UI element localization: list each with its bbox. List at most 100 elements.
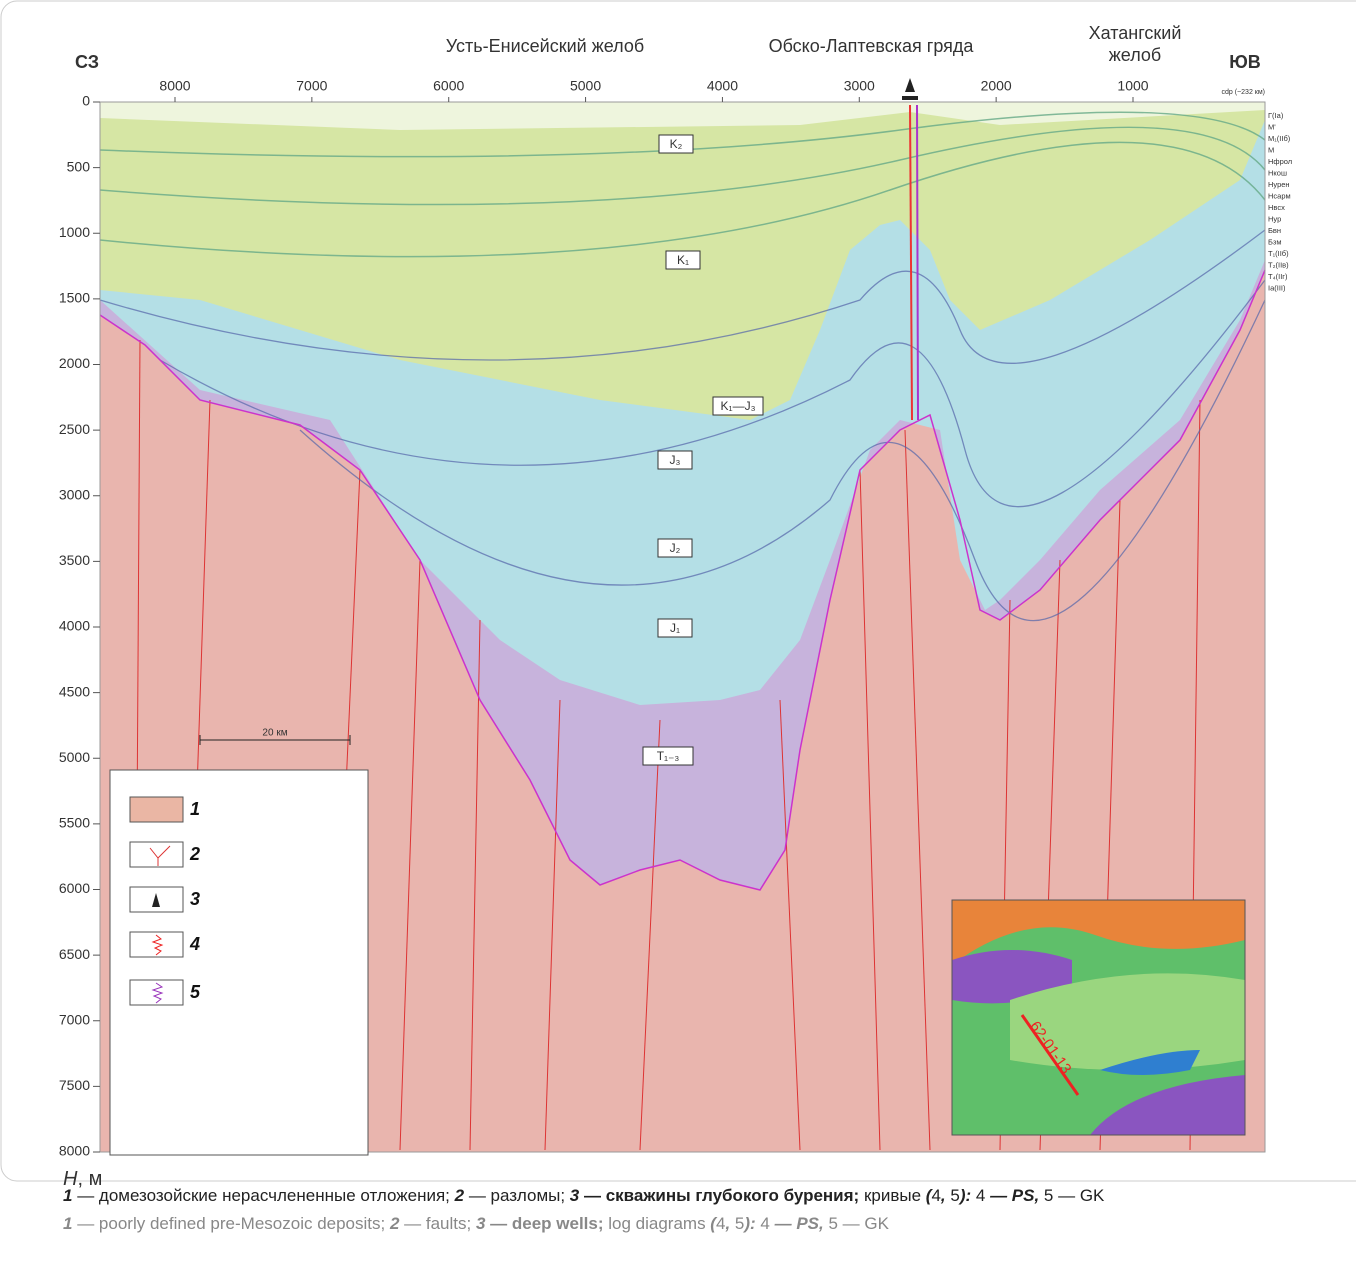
legend-number: 3: [190, 889, 200, 909]
caption-part: 4: [931, 1186, 941, 1205]
caption-part: 1: [63, 1186, 73, 1205]
caption-part: — GK: [837, 1214, 889, 1233]
layer-box: [712, 396, 764, 416]
legend-number: 2: [189, 844, 200, 864]
horizon-label: Бвн: [1268, 226, 1281, 235]
header-right: ЮВ: [1229, 52, 1261, 72]
caption-part: — разломы;: [464, 1186, 570, 1205]
y-tick-label: 2000: [59, 355, 90, 371]
y-axis-unit: , м: [77, 1168, 102, 1190]
horizon-label: Г(Ia): [1268, 111, 1284, 120]
caption-part: — домезозойские нерасчлененные отложения…: [72, 1186, 455, 1205]
horizon-label: Т₂(IIв): [1268, 260, 1289, 269]
x-tick-label: 2000: [981, 78, 1012, 94]
y-tick-label: 1500: [59, 290, 90, 306]
caption-part: — GK: [1053, 1186, 1105, 1205]
frame: [0, 0, 1356, 1182]
y-tick-label: 3500: [59, 552, 90, 568]
layer-label: K₁—J₃: [721, 399, 756, 413]
layer-label: K₁: [677, 253, 689, 267]
caption-part: кривые: [863, 1186, 922, 1205]
x-tick-label: 6000: [433, 78, 464, 94]
caption-ru: 1 — домезозойские нерасчлененные отложен…: [63, 1186, 1104, 1206]
horizon-label: Ia(III): [1268, 283, 1286, 292]
caption-part: (: [921, 1186, 932, 1205]
layer-box: [657, 538, 693, 558]
horizon-label: Т₄(IIг): [1268, 272, 1288, 281]
y-axis-label: H, м: [63, 1168, 102, 1190]
horizon-label: М: [1268, 145, 1274, 154]
layer-box: [657, 450, 693, 470]
y-axis-var: H: [63, 1168, 78, 1190]
cdp-note: cdp (~232 км): [1222, 89, 1265, 96]
y-tick-label: 500: [67, 158, 91, 174]
x-tick-label: 7000: [296, 78, 327, 94]
horizon-label: Нурен: [1268, 180, 1290, 189]
caption-part: — PS,: [769, 1214, 829, 1233]
layer-label: J₃: [670, 453, 681, 467]
horizon-label: Бзм: [1268, 237, 1282, 246]
y-tick-label: 4000: [59, 618, 90, 634]
horizon-label: М': [1268, 122, 1276, 131]
y-tick-label: 5500: [59, 815, 90, 831]
caption-part: 4: [715, 1214, 726, 1233]
caption-part: 2: [389, 1214, 400, 1233]
x-tick-label: 8000: [159, 78, 190, 94]
caption-part: 4: [760, 1214, 770, 1233]
caption-part: — deep wells;: [485, 1214, 609, 1233]
y-tick-label: 7500: [59, 1077, 90, 1093]
legend-number: 4: [189, 934, 200, 954]
caption-part: ,: [725, 1214, 735, 1233]
caption-part: 4: [975, 1186, 986, 1205]
legend-number: 5: [190, 982, 201, 1002]
region-label: Усть-Енисейский желоб: [446, 36, 644, 56]
y-tick-label: 0: [82, 93, 90, 109]
y-tick-label: 7000: [59, 1011, 90, 1027]
scale-bar-label: 20 км: [262, 728, 287, 739]
y-tick-label: 3000: [59, 486, 90, 502]
horizon-label: Нкош: [1268, 168, 1287, 177]
layer-label: J₁: [670, 621, 680, 635]
caption-part: 3: [569, 1186, 580, 1205]
header-left: СЗ: [75, 52, 99, 72]
caption-part: (: [705, 1214, 716, 1233]
caption-part: 5: [950, 1186, 960, 1205]
caption-part: 2: [454, 1186, 465, 1205]
layer-box: [657, 618, 693, 638]
caption-part: log diagrams: [608, 1214, 706, 1233]
layer-label: J₂: [670, 541, 681, 555]
y-tick-label: 6500: [59, 946, 90, 962]
layer-box: [642, 746, 694, 766]
caption-part: ):: [744, 1214, 761, 1233]
horizon-label: Нсарм: [1268, 191, 1291, 200]
caption-part: 5: [1043, 1186, 1054, 1205]
caption-part: — скважины глубокого бурения;: [579, 1186, 864, 1205]
caption-part: 1: [63, 1214, 73, 1233]
horizon-label: Нур: [1268, 214, 1281, 223]
region-label: Хатангский желоб: [1088, 23, 1182, 65]
y-tick-label: 4500: [59, 683, 90, 699]
horizon-label: Нвсх: [1268, 203, 1285, 212]
horizon-label: М₁(IIб): [1268, 134, 1291, 143]
caption-part: — faults;: [399, 1214, 476, 1233]
caption-part: 5: [734, 1214, 745, 1233]
horizon-label: Нфрол: [1268, 157, 1292, 166]
y-tick-label: 1000: [59, 224, 90, 240]
caption-part: — poorly defined pre-Mesozoic deposits;: [72, 1214, 390, 1233]
caption-part: — PS,: [985, 1186, 1044, 1205]
y-tick-label: 2500: [59, 421, 90, 437]
caption-part: 5: [828, 1214, 838, 1233]
layer-box: [658, 134, 694, 154]
y-tick-label: 5000: [59, 749, 90, 765]
horizon-label: Т₁(IIб): [1268, 249, 1289, 258]
layer-label: T₁₋₃: [657, 749, 680, 763]
region-label: Обско-Лаптевская гряда: [769, 36, 975, 56]
y-tick-label: 6000: [59, 880, 90, 896]
x-tick-label: 4000: [707, 78, 738, 94]
layer-box: [665, 250, 701, 270]
y-tick-label: 8000: [59, 1143, 90, 1159]
x-tick-label: 1000: [1117, 78, 1148, 94]
caption-en: 1 — poorly defined pre-Mesozoic deposits…: [63, 1214, 889, 1234]
